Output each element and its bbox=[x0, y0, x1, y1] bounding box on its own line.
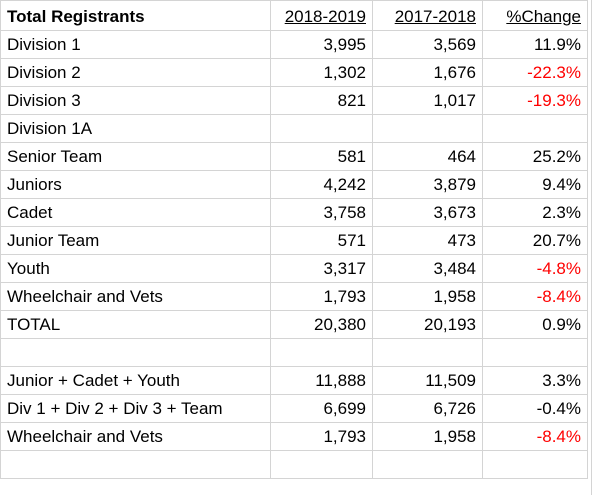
table-row: Junior + Cadet + Youth 11,888 11,509 3.3% bbox=[0, 366, 588, 395]
table-row: Div 1 + Div 2 + Div 3 + Team 6,699 6,726 -0… bbox=[0, 394, 588, 423]
row-label-cell[interactable]: Wheelchair and Vets bbox=[0, 422, 271, 451]
row-label-cell[interactable]: Division 2 bbox=[0, 58, 271, 87]
percent-change-cell[interactable]: -19.3% bbox=[482, 86, 588, 115]
value-2017-2018-cell[interactable]: 3,879 bbox=[372, 170, 483, 199]
table-row: Division 1A bbox=[0, 114, 588, 143]
table-row bbox=[0, 450, 588, 479]
value-2017-2018-cell[interactable]: 1,958 bbox=[372, 422, 483, 451]
value-2018-2019-cell[interactable]: 20,380 bbox=[270, 310, 373, 339]
row-label-cell[interactable]: Wheelchair and Vets bbox=[0, 282, 271, 311]
value-2017-2018-cell[interactable]: 3,484 bbox=[372, 254, 483, 283]
column-header-2017-2018[interactable]: 2017-2018 bbox=[372, 0, 483, 31]
row-label-cell[interactable]: Cadet bbox=[0, 198, 271, 227]
value-2017-2018-cell[interactable] bbox=[372, 338, 483, 367]
row-label-cell[interactable]: TOTAL bbox=[0, 310, 271, 339]
value-2018-2019-cell[interactable]: 821 bbox=[270, 86, 373, 115]
value-2017-2018-cell[interactable]: 6,726 bbox=[372, 394, 483, 423]
table-row: Division 1 3,995 3,569 11.9% bbox=[0, 30, 588, 59]
value-2017-2018-cell[interactable]: 3,569 bbox=[372, 30, 483, 59]
table-row: Division 3 821 1,017 -19.3% bbox=[0, 86, 588, 115]
row-label-cell[interactable]: Juniors bbox=[0, 170, 271, 199]
table-row: Wheelchair and Vets 1,793 1,958 -8.4% bbox=[0, 422, 588, 451]
row-label-cell[interactable]: Senior Team bbox=[0, 142, 271, 171]
percent-change-cell[interactable] bbox=[482, 450, 588, 479]
value-2018-2019-cell[interactable]: 1,302 bbox=[270, 58, 373, 87]
value-2018-2019-cell[interactable]: 3,995 bbox=[270, 30, 373, 59]
value-2017-2018-cell[interactable]: 464 bbox=[372, 142, 483, 171]
value-2017-2018-cell[interactable]: 1,958 bbox=[372, 282, 483, 311]
value-2017-2018-cell[interactable] bbox=[372, 450, 483, 479]
table-row bbox=[0, 338, 588, 367]
row-label-cell[interactable] bbox=[0, 450, 271, 479]
value-2017-2018-cell[interactable]: 20,193 bbox=[372, 310, 483, 339]
table-title-cell[interactable]: Total Registrants bbox=[0, 0, 271, 31]
row-label-cell[interactable]: Division 1 bbox=[0, 30, 271, 59]
value-2018-2019-cell[interactable]: 571 bbox=[270, 226, 373, 255]
row-label-cell[interactable]: Div 1 + Div 2 + Div 3 + Team bbox=[0, 394, 271, 423]
header-row: Total Registrants 2018-2019 2017-2018 %C… bbox=[0, 0, 588, 31]
percent-change-cell[interactable] bbox=[482, 338, 588, 367]
column-header-2018-2019[interactable]: 2018-2019 bbox=[270, 0, 373, 31]
percent-change-cell[interactable]: -0.4% bbox=[482, 394, 588, 423]
percent-change-cell[interactable]: -4.8% bbox=[482, 254, 588, 283]
registrants-table: Total Registrants 2018-2019 2017-2018 %C… bbox=[0, 0, 588, 479]
table-body: Division 1 3,995 3,569 11.9% Division 2 1,302… bbox=[0, 30, 588, 479]
percent-change-cell[interactable]: -8.4% bbox=[482, 422, 588, 451]
percent-change-cell[interactable]: 0.9% bbox=[482, 310, 588, 339]
percent-change-cell[interactable] bbox=[482, 114, 588, 143]
value-2017-2018-cell[interactable] bbox=[372, 114, 483, 143]
percent-change-cell[interactable]: 25.2% bbox=[482, 142, 588, 171]
value-2017-2018-cell[interactable]: 11,509 bbox=[372, 366, 483, 395]
value-2018-2019-cell[interactable]: 1,793 bbox=[270, 422, 373, 451]
value-2018-2019-cell[interactable]: 1,793 bbox=[270, 282, 373, 311]
percent-change-cell[interactable]: 2.3% bbox=[482, 198, 588, 227]
row-label-cell[interactable] bbox=[0, 338, 271, 367]
table-row: TOTAL 20,380 20,193 0.9% bbox=[0, 310, 588, 339]
table-row: Cadet 3,758 3,673 2.3% bbox=[0, 198, 588, 227]
row-label-cell[interactable]: Junior Team bbox=[0, 226, 271, 255]
row-label-cell[interactable]: Division 3 bbox=[0, 86, 271, 115]
value-2018-2019-cell[interactable]: 4,242 bbox=[270, 170, 373, 199]
table-row: Division 2 1,302 1,676 -22.3% bbox=[0, 58, 588, 87]
percent-change-cell[interactable]: 11.9% bbox=[482, 30, 588, 59]
value-2018-2019-cell[interactable]: 11,888 bbox=[270, 366, 373, 395]
row-label-cell[interactable]: Junior + Cadet + Youth bbox=[0, 366, 271, 395]
percent-change-cell[interactable]: 3.3% bbox=[482, 366, 588, 395]
value-2017-2018-cell[interactable]: 3,673 bbox=[372, 198, 483, 227]
value-2017-2018-cell[interactable]: 473 bbox=[372, 226, 483, 255]
percent-change-cell[interactable]: -22.3% bbox=[482, 58, 588, 87]
table-row: Wheelchair and Vets 1,793 1,958 -8.4% bbox=[0, 282, 588, 311]
value-2017-2018-cell[interactable]: 1,017 bbox=[372, 86, 483, 115]
row-label-cell[interactable]: Youth bbox=[0, 254, 271, 283]
percent-change-cell[interactable]: 9.4% bbox=[482, 170, 588, 199]
value-2018-2019-cell[interactable] bbox=[270, 114, 373, 143]
table-row: Senior Team 581 464 25.2% bbox=[0, 142, 588, 171]
table-row: Junior Team 571 473 20.7% bbox=[0, 226, 588, 255]
value-2018-2019-cell[interactable] bbox=[270, 338, 373, 367]
value-2017-2018-cell[interactable]: 1,676 bbox=[372, 58, 483, 87]
percent-change-cell[interactable]: 20.7% bbox=[482, 226, 588, 255]
value-2018-2019-cell[interactable]: 3,317 bbox=[270, 254, 373, 283]
value-2018-2019-cell[interactable]: 581 bbox=[270, 142, 373, 171]
table-row: Youth 3,317 3,484 -4.8% bbox=[0, 254, 588, 283]
table-row: Juniors 4,242 3,879 9.4% bbox=[0, 170, 588, 199]
column-header-change[interactable]: %Change bbox=[482, 0, 588, 31]
value-2018-2019-cell[interactable] bbox=[270, 450, 373, 479]
row-label-cell[interactable]: Division 1A bbox=[0, 114, 271, 143]
value-2018-2019-cell[interactable]: 6,699 bbox=[270, 394, 373, 423]
percent-change-cell[interactable]: -8.4% bbox=[482, 282, 588, 311]
value-2018-2019-cell[interactable]: 3,758 bbox=[270, 198, 373, 227]
